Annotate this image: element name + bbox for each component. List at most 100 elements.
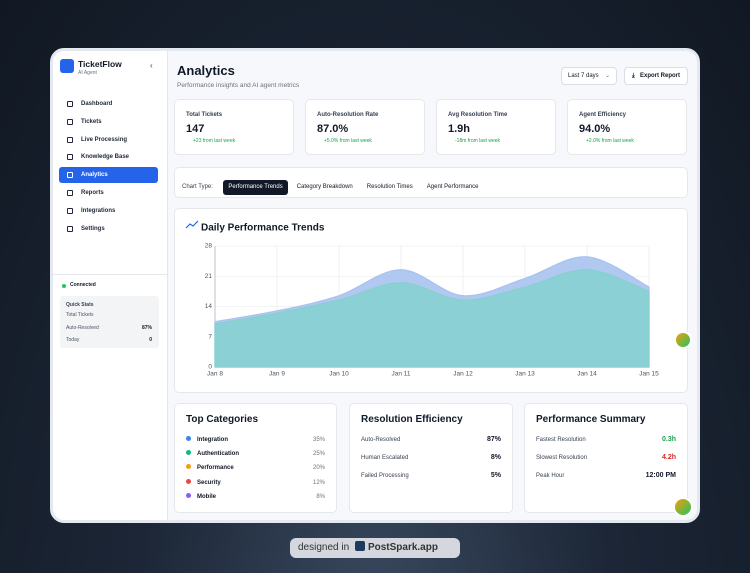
- category-label: Authentication: [197, 451, 239, 458]
- kpi-card: Total Tickets 147 +23 from last week: [174, 99, 294, 155]
- quick-stat-label: Total Tickets: [66, 312, 94, 318]
- chart-type-label: Chart Type:: [182, 184, 213, 190]
- list-row: Performance 20%: [186, 463, 325, 473]
- area: [214, 269, 650, 368]
- summary-card: Performance Summary Fastest Resolution 0.3…: [524, 403, 688, 513]
- category-label: Security: [197, 479, 221, 486]
- row-value: 0.3h: [661, 436, 676, 443]
- chart-tab[interactable]: Performance Trends: [223, 180, 288, 195]
- kpi-delta: -18m from last week: [455, 138, 501, 144]
- category-value: 25%: [312, 451, 325, 458]
- card-title: Performance Summary: [536, 414, 646, 425]
- chart-title: Daily Performance Trends: [201, 223, 325, 234]
- badge-prefix: designed in: [298, 542, 350, 553]
- nav-item[interactable]: Reports: [59, 185, 158, 201]
- color-dot: [186, 436, 191, 441]
- kpi-label: Agent Efficiency: [579, 112, 627, 118]
- nav-icon: [67, 190, 73, 196]
- nav-icon: [67, 207, 73, 214]
- color-dot: [186, 492, 191, 498]
- x-tick-label: Jan 13: [515, 371, 535, 378]
- nav-label: Live Processing: [81, 136, 128, 143]
- row-label: Human Escalated: [361, 455, 409, 461]
- nav-label: Integrations: [81, 207, 116, 214]
- kpi-label: Auto-Resolution Rate: [317, 112, 379, 118]
- quick-stats: Quick Stats Total Tickets Auto-Resolved 87…: [60, 296, 159, 348]
- card-title: Resolution Efficiency: [361, 414, 463, 425]
- app-window: TicketFlow AI Agent ‹ Connected Quick St…: [50, 48, 700, 523]
- quick-stats-title: Quick Stats: [66, 302, 94, 308]
- list-row: Authentication 25%: [186, 449, 325, 459]
- export-button[interactable]: ⤓ Export Report: [624, 67, 688, 85]
- download-icon: ⤓: [632, 73, 635, 79]
- category-value: 12%: [312, 479, 325, 486]
- row-label: Slowest Resolution: [536, 455, 588, 461]
- nav-label: Dashboard: [81, 101, 113, 107]
- nav-item[interactable]: Analytics: [59, 167, 158, 184]
- nav-item[interactable]: Tickets: [59, 114, 158, 130]
- color-dot: [186, 450, 191, 456]
- nav-icon: [67, 101, 73, 107]
- x-tick-label: Jan 9: [269, 371, 285, 378]
- chart-tab[interactable]: Agent Performance: [426, 184, 479, 190]
- category-label: Performance: [197, 465, 234, 472]
- x-tick-label: Jan 12: [453, 371, 473, 378]
- row-label: Peak Hour: [536, 473, 565, 479]
- range-select[interactable]: Last 7 days ⌄: [561, 67, 617, 85]
- summary-card: Resolution Efficiency Auto-Resolved 87% Hum…: [349, 403, 513, 513]
- y-tick-label: 14: [205, 303, 213, 310]
- x-tick-label: Jan 10: [329, 371, 349, 378]
- category-label: Mobile: [197, 493, 216, 500]
- chart-tab[interactable]: Category Breakdown: [296, 184, 353, 190]
- kpi-value: 87.0%: [317, 123, 349, 135]
- kpi-value: 1.9h: [448, 123, 471, 135]
- kpi-value: 94.0%: [579, 123, 611, 135]
- status-dot: [62, 284, 66, 288]
- chart-type-bar: Chart Type: Performance Trends Category B…: [174, 167, 688, 198]
- list-row: Mobile 8%: [186, 492, 325, 502]
- nav-item[interactable]: Live Processing: [59, 132, 158, 148]
- badge-logo: [354, 541, 365, 551]
- chart-tab[interactable]: Resolution Times: [366, 184, 413, 190]
- x-tick-label: Jan 11: [391, 371, 410, 378]
- kpi-label: Total Tickets: [186, 112, 223, 118]
- avatar[interactable]: [673, 497, 693, 517]
- row-value: 4.2h: [661, 454, 676, 461]
- list-row: Slowest Resolution 4.2h: [536, 453, 676, 463]
- list-row: Integration 35%: [186, 435, 325, 445]
- avatar[interactable]: [674, 331, 692, 349]
- y-tick-label: 7: [208, 333, 212, 340]
- page-subtitle: Performance insights and AI agent metric…: [177, 82, 300, 89]
- y-tick-label: 0: [208, 364, 212, 371]
- brand-subtitle: AI Agent: [78, 70, 97, 76]
- collapse-button[interactable]: ‹: [150, 61, 153, 70]
- row-value: 5%: [490, 472, 501, 479]
- nav-icon: [67, 136, 73, 143]
- badge-brand: PostSpark.app: [367, 542, 438, 553]
- list-row: Fastest Resolution 0.3h: [536, 435, 676, 445]
- kpi-delta: +23 from last week: [193, 138, 236, 144]
- list-row: Failed Processing 5%: [361, 471, 501, 481]
- sidebar: TicketFlow AI Agent ‹ Connected Quick St…: [53, 51, 168, 520]
- nav-item[interactable]: Knowledge Base: [59, 149, 158, 165]
- kpi-delta: +5.0% from last week: [324, 138, 372, 144]
- nav-item[interactable]: Integrations: [59, 203, 158, 219]
- x-tick-label: Jan 14: [577, 371, 597, 378]
- row-label: Failed Processing: [361, 473, 409, 479]
- category-value: 8%: [316, 493, 325, 500]
- row-label: Fastest Resolution: [536, 437, 586, 443]
- nav-icon: [67, 225, 73, 232]
- caret: ⌄: [604, 73, 610, 79]
- nav-item[interactable]: Dashboard: [59, 96, 158, 112]
- range-text: Last 7 days: [568, 73, 599, 79]
- summary-card: Top Categories Integration 35% Authenticati…: [174, 403, 337, 513]
- divider: [53, 274, 168, 275]
- list-row: Auto-Resolved 87%: [361, 435, 501, 445]
- quick-stat-label: Auto-Resolved: [66, 324, 99, 331]
- list-row: Security 12%: [186, 478, 325, 488]
- quick-stat-value: 87%: [141, 324, 152, 331]
- color-dot: [186, 464, 191, 470]
- nav-label: Analytics: [81, 172, 108, 179]
- nav-item[interactable]: Settings: [59, 221, 158, 237]
- kpi-card: Avg Resolution Time 1.9h -18m from last we…: [436, 99, 556, 155]
